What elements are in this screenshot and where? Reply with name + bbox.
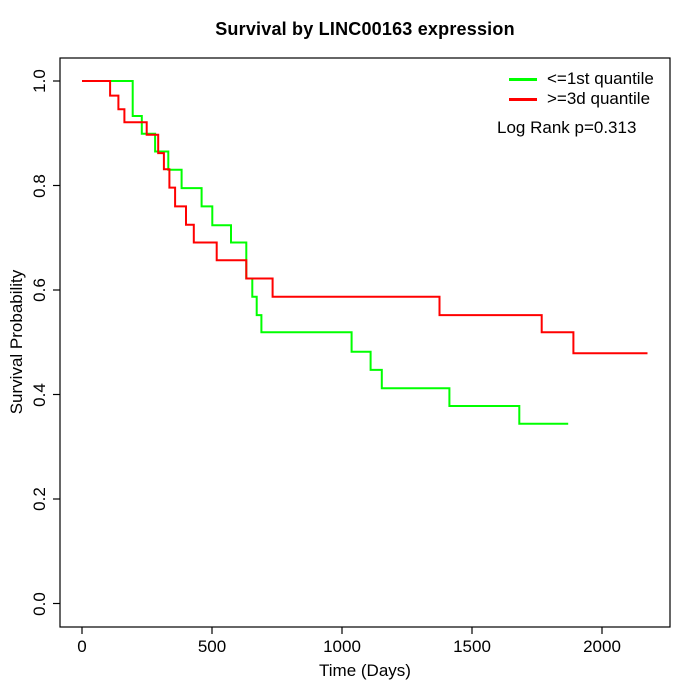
legend: <=1st quantile >=3d quantile Log Rank p=…: [497, 69, 654, 138]
legend-label-high: >=3d quantile: [547, 89, 651, 108]
x-tick-label: 500: [197, 637, 227, 656]
y-tick-label: 0.4: [30, 382, 49, 407]
plot-border: [59, 57, 671, 628]
y-tick-label: 1.0: [30, 69, 49, 93]
survival-curve-high-expression: [82, 80, 648, 355]
legend-item-high-expression: >=3d quantile: [509, 89, 654, 109]
legend-item-low-expression: <=1st quantile: [509, 69, 654, 89]
x-tick-label: 2000: [583, 637, 621, 656]
log-rank-annotation: Log Rank p=0.313: [497, 118, 637, 137]
y-tick-label: 0.0: [30, 591, 49, 616]
red-line-swatch: [509, 97, 537, 101]
y-tick-label: 0.2: [30, 487, 49, 511]
x-tick-label: 1500: [453, 637, 491, 656]
chart-title: Survival by LINC00163 expression: [215, 19, 515, 39]
x-axis-title: Time (Days): [319, 661, 411, 680]
legend-label-low: <=1st quantile: [547, 69, 654, 88]
x-tick-label: 0: [77, 637, 87, 656]
y-tick-label: 0.6: [30, 278, 49, 302]
y-tick-label: 0.8: [30, 173, 49, 198]
green-line-swatch: [509, 77, 537, 81]
survival-curve-low-expression: [82, 80, 569, 425]
x-tick-label: 1000: [323, 637, 361, 656]
y-axis-title: Survival Probability: [7, 269, 26, 415]
